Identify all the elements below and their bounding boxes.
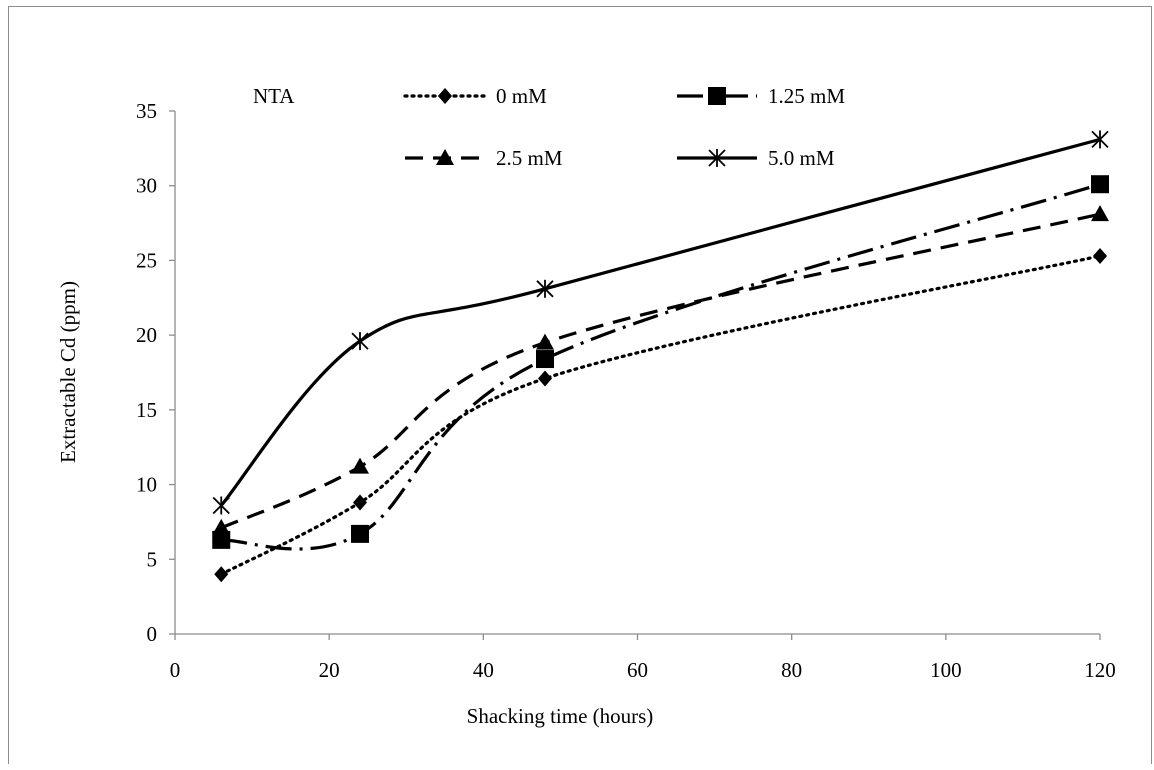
data-point-s2-2 <box>536 333 554 350</box>
legend-marker-1 <box>708 87 726 105</box>
x-tick-label: 60 <box>627 658 648 682</box>
data-point-s2-1 <box>351 457 369 474</box>
x-tick-label: 0 <box>170 658 181 682</box>
data-point-s1-0 <box>212 530 231 549</box>
data-point-s0-0 <box>214 566 229 583</box>
legend-label-0: 0 mM <box>496 84 547 108</box>
data-point-s0-2 <box>538 370 552 387</box>
y-tick-label: 30 <box>136 174 157 198</box>
y-tick-label: 10 <box>136 473 157 497</box>
y-tick-label: 20 <box>136 323 157 347</box>
tick-marks: 0 5 10 15 20 25 30 35 0 20 40 60 80 100 120 <box>136 99 1116 682</box>
data-point-s2-0 <box>212 518 231 535</box>
chart-frame <box>8 6 1152 764</box>
x-axis-label: Shacking time (hours) <box>467 704 654 728</box>
y-tick-label: 25 <box>136 248 157 272</box>
legend-label-2: 2.5 mM <box>496 146 563 170</box>
x-tick-label: 120 <box>1084 658 1116 682</box>
data-point-s0-1 <box>353 494 367 511</box>
data-point-s0-3 <box>1093 247 1107 264</box>
series-line-1 <box>221 182 1101 551</box>
legend-marker-3 <box>708 149 726 167</box>
data-point-s3-1 <box>351 332 369 351</box>
data-point-s3-3 <box>1091 130 1109 149</box>
axes <box>174 111 1100 635</box>
x-tick-label: 80 <box>781 658 802 682</box>
series-layer <box>212 130 1109 583</box>
legend-marker-2 <box>436 149 454 165</box>
x-tick-label: 20 <box>319 658 340 682</box>
legend-label-3: 5.0 mM <box>768 146 835 170</box>
y-tick-label: 5 <box>147 547 158 571</box>
data-point-s3-2 <box>536 279 554 298</box>
data-point-s2-3 <box>1091 205 1109 222</box>
legend: NTA 0 mM 1.25 mM 2.5 mM 5.0 mM <box>253 84 845 170</box>
legend-title: NTA <box>253 84 295 108</box>
y-axis-label: Extractable Cd (ppm) <box>56 281 80 463</box>
series-line-3 <box>220 137 1101 507</box>
x-tick-label: 100 <box>930 658 962 682</box>
data-point-s3-0 <box>212 496 230 515</box>
series-line-0 <box>219 254 1102 576</box>
y-tick-label: 0 <box>147 622 158 646</box>
y-tick-label: 35 <box>136 99 157 123</box>
legend-marker-0 <box>438 88 452 104</box>
y-tick-label: 15 <box>136 398 157 422</box>
series-line-2 <box>220 212 1101 530</box>
x-tick-label: 40 <box>473 658 494 682</box>
data-point-s1-2 <box>536 350 554 369</box>
legend-label-1: 1.25 mM <box>768 84 845 108</box>
data-point-s1-1 <box>351 524 369 543</box>
data-point-s1-3 <box>1091 175 1109 194</box>
